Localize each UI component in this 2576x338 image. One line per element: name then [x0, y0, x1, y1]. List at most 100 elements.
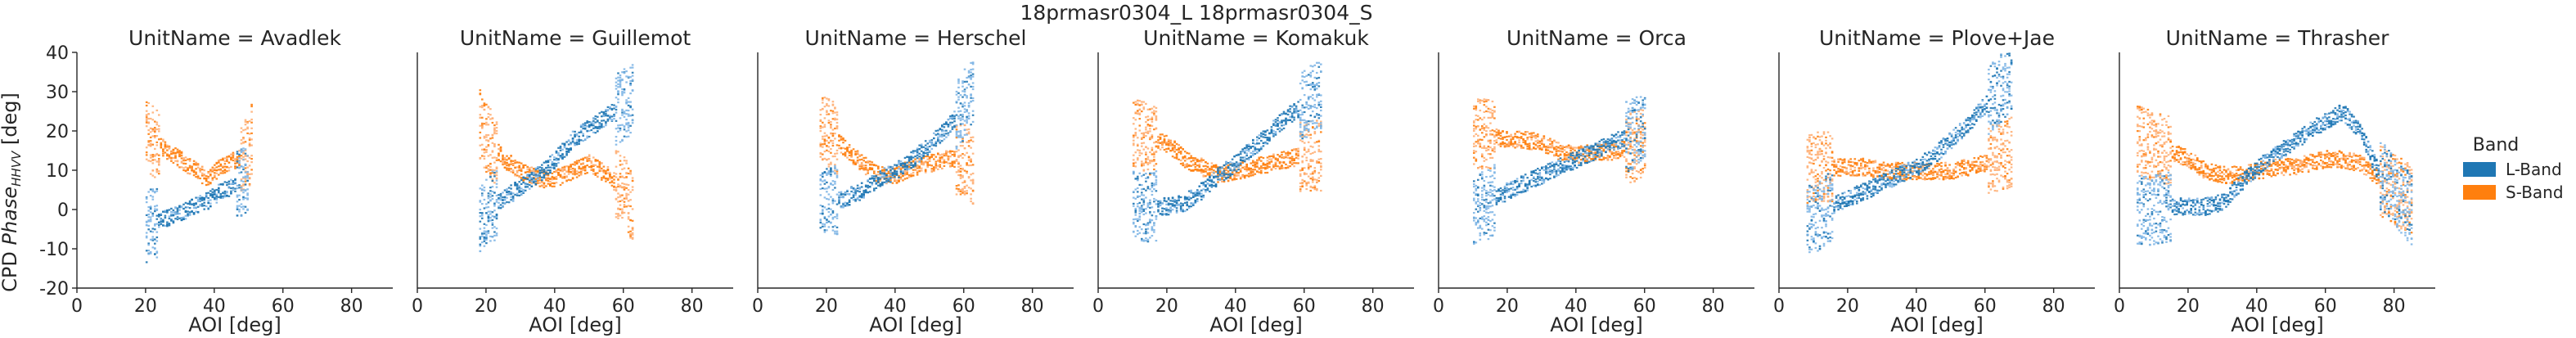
l-band-cell: [963, 128, 966, 132]
l-band-cell: [621, 108, 624, 110]
l-band-cell: [887, 167, 890, 169]
l-band-cell: [561, 153, 564, 155]
l-band-cell: [846, 190, 849, 192]
s-band-cell: [631, 177, 634, 179]
l-band-cell: [1138, 208, 1142, 210]
l-band-cell: [955, 146, 958, 148]
s-band-cell: [1141, 160, 1143, 163]
l-band-cell: [1258, 137, 1261, 140]
l-band-cell: [559, 156, 562, 159]
s-band-cell: [1316, 141, 1318, 143]
l-band-cell: [232, 180, 235, 183]
l-band-cell: [1182, 204, 1184, 207]
l-band-cell: [826, 208, 828, 210]
s-band-cell: [155, 121, 159, 124]
s-band-cell: [209, 174, 212, 177]
l-band-cell: [871, 175, 874, 178]
s-band-cell: [506, 161, 508, 164]
s-band-cell: [926, 161, 929, 164]
s-band-cell: [1235, 174, 1238, 176]
s-band-cell: [827, 98, 831, 101]
l-band-cell: [147, 250, 150, 252]
s-band-cell: [155, 169, 159, 172]
s-band-cell: [961, 176, 964, 178]
l-band-cell: [172, 209, 175, 211]
s-band-cell: [823, 143, 826, 146]
s-band-cell: [619, 176, 622, 178]
l-band-cell: [945, 129, 948, 132]
l-band-cell: [528, 175, 531, 178]
s-band-cell: [597, 175, 599, 178]
s-band-cell: [1309, 165, 1313, 168]
s-band-cell: [1266, 162, 1269, 164]
l-band-cell: [483, 207, 486, 210]
l-band-cell: [947, 132, 950, 134]
l-band-cell: [1200, 198, 1203, 201]
s-band-cell: [244, 119, 247, 121]
s-band-cell: [1146, 163, 1150, 166]
s-band-cell: [970, 164, 972, 167]
s-band-cell: [959, 188, 962, 191]
s-band-cell: [182, 158, 185, 160]
l-band-cell: [516, 185, 519, 187]
s-band-cell: [495, 168, 498, 170]
l-band-cell: [495, 194, 498, 197]
l-band-cell: [819, 212, 822, 215]
s-band-cell: [894, 178, 896, 181]
l-band-cell: [831, 199, 835, 201]
l-band-cell: [1146, 204, 1150, 206]
l-band-cell: [910, 155, 912, 158]
s-band-cell: [1239, 168, 1242, 170]
s-band-cell: [1213, 164, 1215, 167]
l-band-cell: [1151, 206, 1154, 209]
s-band-cell: [1141, 101, 1143, 103]
l-band-cell: [844, 201, 847, 204]
s-band-cell: [951, 154, 954, 156]
l-band-cell: [226, 192, 228, 194]
s-band-cell: [1186, 158, 1188, 160]
s-band-cell: [232, 155, 235, 157]
l-band-cell: [1138, 195, 1142, 197]
l-band-cell: [631, 74, 634, 77]
l-band-cell: [868, 178, 871, 180]
l-band-cell: [961, 123, 964, 125]
s-band-cell: [613, 186, 615, 188]
l-band-cell: [951, 121, 954, 124]
s-band-cell: [166, 153, 169, 155]
s-band-cell: [619, 208, 622, 210]
s-band-cell: [621, 210, 624, 213]
s-band-cell: [894, 174, 896, 177]
s-band-cell: [219, 172, 223, 174]
l-band-cell: [971, 68, 975, 70]
s-band-cell: [570, 179, 572, 182]
l-band-cell: [520, 179, 523, 182]
l-band-cell: [1149, 222, 1151, 224]
s-band-cell: [934, 160, 938, 163]
l-band-cell: [939, 135, 942, 137]
s-band-cell: [184, 156, 187, 159]
l-band-cell: [549, 166, 552, 169]
l-band-cell: [547, 160, 550, 162]
s-band-cell: [625, 192, 628, 195]
s-band-cell: [1217, 177, 1219, 179]
l-band-cell: [1192, 196, 1195, 198]
s-band-cell: [250, 118, 253, 121]
s-band-cell: [209, 169, 212, 171]
s-band-cell: [1141, 145, 1143, 147]
s-band-cell: [1205, 168, 1207, 170]
s-band-cell: [1165, 134, 1168, 137]
l-band-cell: [902, 172, 904, 174]
l-band-cell: [967, 83, 971, 86]
s-band-cell: [1171, 149, 1174, 151]
s-band-cell: [1221, 174, 1223, 176]
l-band-cell: [852, 192, 855, 194]
s-band-cell: [625, 172, 628, 175]
l-band-cell: [590, 128, 593, 132]
l-band-cell: [1153, 174, 1155, 177]
s-band-cell: [1297, 157, 1299, 160]
l-band-cell: [1210, 186, 1214, 188]
l-band-cell: [1151, 229, 1154, 232]
s-band-cell: [966, 190, 968, 192]
l-band-cell: [223, 196, 227, 198]
